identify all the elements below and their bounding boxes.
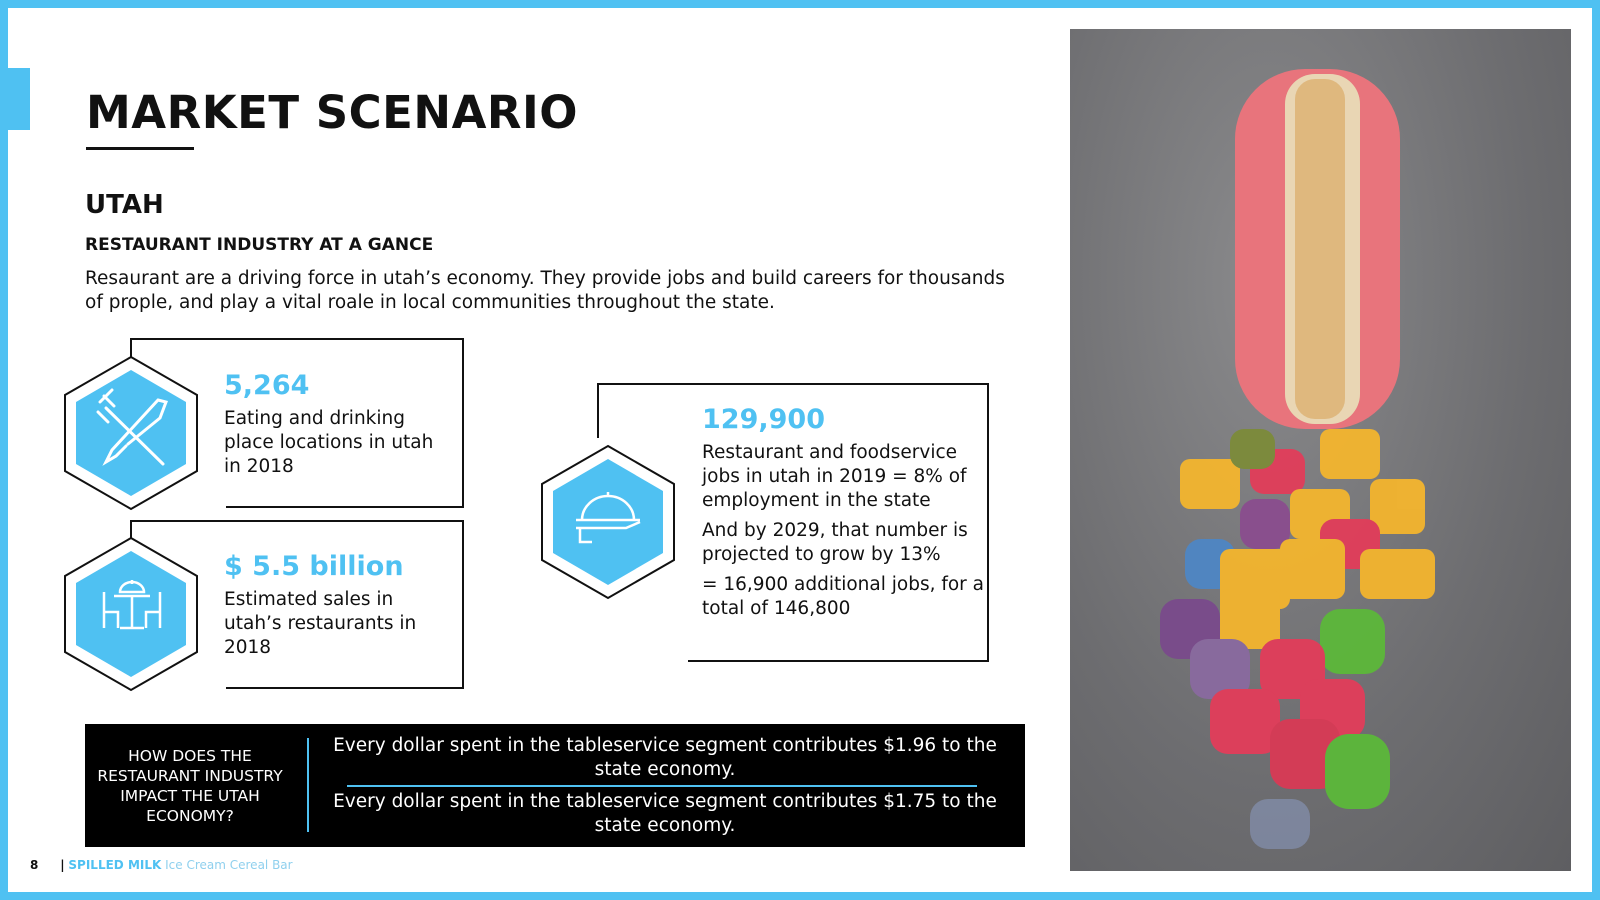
banner-stat-2: Every dollar spent in the tableservice s… — [333, 791, 997, 836]
stat-projection: And by 2029, that number is projected to… — [702, 520, 968, 565]
stat-card-jobs: 129,900 Restaurant and foodservice jobs … — [702, 404, 987, 621]
section-heading: UTAH — [85, 190, 164, 220]
stat-description: Estimated sales in utah’s restaurants in… — [224, 589, 417, 658]
stat-card-locations: 5,264 Eating and drinking place location… — [224, 370, 454, 479]
stat-value: $ 5.5 billion — [224, 551, 404, 582]
banner-question: HOW DOES THE RESTAURANT INDUSTRY IMPACT … — [97, 746, 283, 825]
intro-paragraph: Resaurant are a driving force in utah’s … — [85, 268, 1005, 313]
banner-divider — [307, 738, 309, 832]
stat-additional-jobs: = 16,900 additional jobs, for a total of… — [702, 574, 985, 619]
slide: MARKET SCENARIO UTAH RESTAURANT INDUSTRY… — [8, 8, 1592, 892]
cereal-ice-cream-photo — [1070, 29, 1571, 871]
stat-description: Restaurant and foodservice jobs in utah … — [702, 442, 967, 511]
fork-knife-icon — [96, 388, 168, 466]
accent-tab — [8, 68, 30, 130]
dining-table-icon — [102, 580, 162, 630]
page-number: 8 — [30, 858, 39, 872]
serving-cloche-icon — [576, 492, 641, 544]
banner-stat-1: Every dollar spent in the tableservice s… — [333, 735, 997, 780]
title-underline — [86, 147, 194, 150]
stat-card-sales: $ 5.5 billion Estimated sales in utah’s … — [224, 551, 454, 660]
photo-illustration — [1160, 69, 1435, 849]
stat-frames — [64, 338, 989, 692]
footer-brand: SPILLED MILK — [68, 858, 162, 872]
stat-value: 5,264 — [224, 370, 310, 401]
banner-separator — [347, 785, 977, 787]
footer: 8 | SPILLED MILK Ice Cream Cereal Bar — [30, 858, 293, 872]
subheading: RESTAURANT INDUSTRY AT A GANCE — [85, 235, 434, 255]
stat-value: 129,900 — [702, 404, 825, 435]
page-title: MARKET SCENARIO — [86, 86, 579, 139]
economy-impact-banner: HOW DOES THE RESTAURANT INDUSTRY IMPACT … — [85, 724, 1025, 847]
footer-tagline: Ice Cream Cereal Bar — [165, 858, 293, 872]
stat-description: Eating and drinking place locations in u… — [224, 408, 434, 477]
hexagon-3 — [541, 444, 675, 600]
